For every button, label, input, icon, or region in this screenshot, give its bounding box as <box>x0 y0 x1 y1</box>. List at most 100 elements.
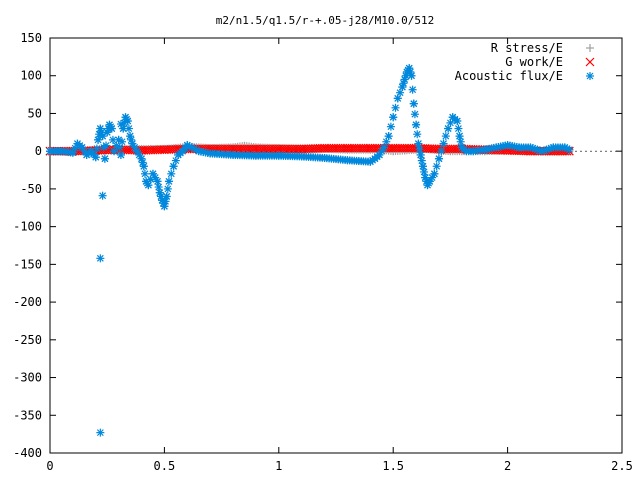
g-work-point <box>320 143 329 153</box>
legend-marker-2 <box>586 72 594 80</box>
acoustic-flux-point <box>380 143 389 152</box>
acoustic-flux-point <box>91 153 100 162</box>
acoustic-flux-point <box>492 143 501 152</box>
y-tick-label: -350 <box>13 408 42 422</box>
acoustic-flux-point <box>537 147 546 156</box>
acoustic-flux-point <box>515 143 524 152</box>
acoustic-flux-point <box>123 117 132 125</box>
acoustic-flux-point <box>432 162 441 171</box>
acoustic-flux-point <box>393 94 402 103</box>
acoustic-flux-point <box>229 150 238 159</box>
acoustic-flux-point <box>439 139 448 148</box>
acoustic-flux-point <box>526 143 535 152</box>
y-tick-label: -100 <box>13 220 42 234</box>
acoustic-flux-point <box>110 147 119 156</box>
acoustic-flux-point <box>414 139 423 148</box>
acoustic-flux-point <box>384 132 393 141</box>
y-tick-label: 50 <box>28 106 42 120</box>
acoustic-flux-point <box>412 120 421 129</box>
acoustic-flux-point <box>116 120 125 129</box>
acoustic-flux-point <box>405 64 414 73</box>
acoustic-flux-point <box>437 147 446 156</box>
acoustic-flux-point <box>409 99 418 108</box>
acoustic-flux-point <box>420 167 429 176</box>
acoustic-flux-point <box>434 154 443 163</box>
acoustic-flux-point <box>375 150 384 159</box>
acoustic-flux-point <box>480 145 489 154</box>
legend-markers <box>585 44 595 80</box>
acoustic-flux-point <box>162 192 171 201</box>
acoustic-flux-point <box>98 191 107 200</box>
x-tick-label: 1 <box>275 459 282 473</box>
acoustic-flux-point <box>96 254 105 263</box>
acoustic-flux-point <box>454 124 463 133</box>
acoustic-flux-point <box>343 156 352 165</box>
acoustic-flux-point <box>46 147 54 156</box>
acoustic-flux-point <box>400 75 409 84</box>
acoustic-flux-point <box>425 177 434 186</box>
acoustic-flux-point <box>92 144 101 153</box>
g-work-point <box>274 144 284 154</box>
acoustic-flux-point <box>100 154 109 163</box>
acoustic-flux-point <box>187 143 196 152</box>
y-tick-label: -50 <box>20 182 42 196</box>
y-tick-label: -400 <box>13 446 42 460</box>
acoustic-flux-point <box>118 137 127 146</box>
acoustic-flux-point <box>410 110 419 119</box>
y-tick-label: -300 <box>13 371 42 385</box>
g-work-point <box>388 143 398 153</box>
legend-marker-1 <box>585 57 595 67</box>
x-tick-label: 2 <box>504 459 511 473</box>
acoustic-flux-point <box>164 177 173 186</box>
legend-marker-0 <box>586 44 594 52</box>
g-work-point <box>297 144 307 154</box>
acoustic-flux-point <box>124 124 133 133</box>
acoustic-flux-point <box>455 132 464 141</box>
legend-label-acoustic-flux: Acoustic flux/E <box>455 69 563 83</box>
acoustic-flux-point <box>128 139 137 148</box>
x-tick-label: 1.5 <box>382 459 404 473</box>
acoustic-flux-point <box>132 147 141 156</box>
g-work-point <box>251 144 261 154</box>
acoustic-flux-point <box>87 147 96 156</box>
y-tick-label: 0 <box>35 144 42 158</box>
y-tick-label: -250 <box>13 333 42 347</box>
acoustic-flux-point <box>116 150 125 159</box>
acoustic-flux-point <box>354 156 363 165</box>
acoustic-flux-point <box>469 147 478 156</box>
acoustic-flux-point <box>417 156 426 165</box>
acoustic-flux-point <box>320 153 329 162</box>
acoustic-flux-point <box>503 141 512 150</box>
acoustic-flux-point <box>137 154 146 163</box>
acoustic-flux-point <box>418 162 427 171</box>
acoustic-flux-point <box>107 124 116 133</box>
acoustic-flux-point <box>160 202 169 211</box>
legend-label-r-stress: R stress/E <box>491 41 563 55</box>
acoustic-flux-point <box>415 145 424 154</box>
acoustic-flux-point <box>126 132 135 141</box>
acoustic-flux-point <box>413 130 422 139</box>
tick-layer: 0 0.5 1 1.5 2 2.5 150 100 50 0 -50 -100 -150 -200 -250… <box>13 31 633 473</box>
x-tick-label: 0.5 <box>154 459 176 473</box>
x-tick-label: 2.5 <box>611 459 633 473</box>
acoustic-flux-point <box>57 147 66 156</box>
acoustic-flux-point <box>96 124 105 133</box>
acoustic-flux-point <box>391 103 400 112</box>
y-tick-label: 100 <box>20 69 42 83</box>
acoustic-flux-point <box>565 145 574 154</box>
acoustic-flux-point <box>96 428 105 437</box>
g-work-point <box>365 143 375 153</box>
acoustic-flux-point <box>161 197 170 206</box>
acoustic-flux-point <box>408 85 417 94</box>
acoustic-flux-point <box>444 124 453 133</box>
acoustic-flux-point <box>154 183 163 192</box>
y-tick-label: -150 <box>13 257 42 271</box>
acoustic-flux-point <box>366 157 375 166</box>
acoustic-flux-point <box>163 184 172 193</box>
series-2 <box>46 64 574 437</box>
chart-title: m2/n1.5/q1.5/r-+.05-j28/M10.0/512 <box>216 14 435 27</box>
acoustic-flux-point <box>386 122 395 131</box>
acoustic-flux-point <box>68 148 77 157</box>
acoustic-flux-point <box>153 177 162 186</box>
